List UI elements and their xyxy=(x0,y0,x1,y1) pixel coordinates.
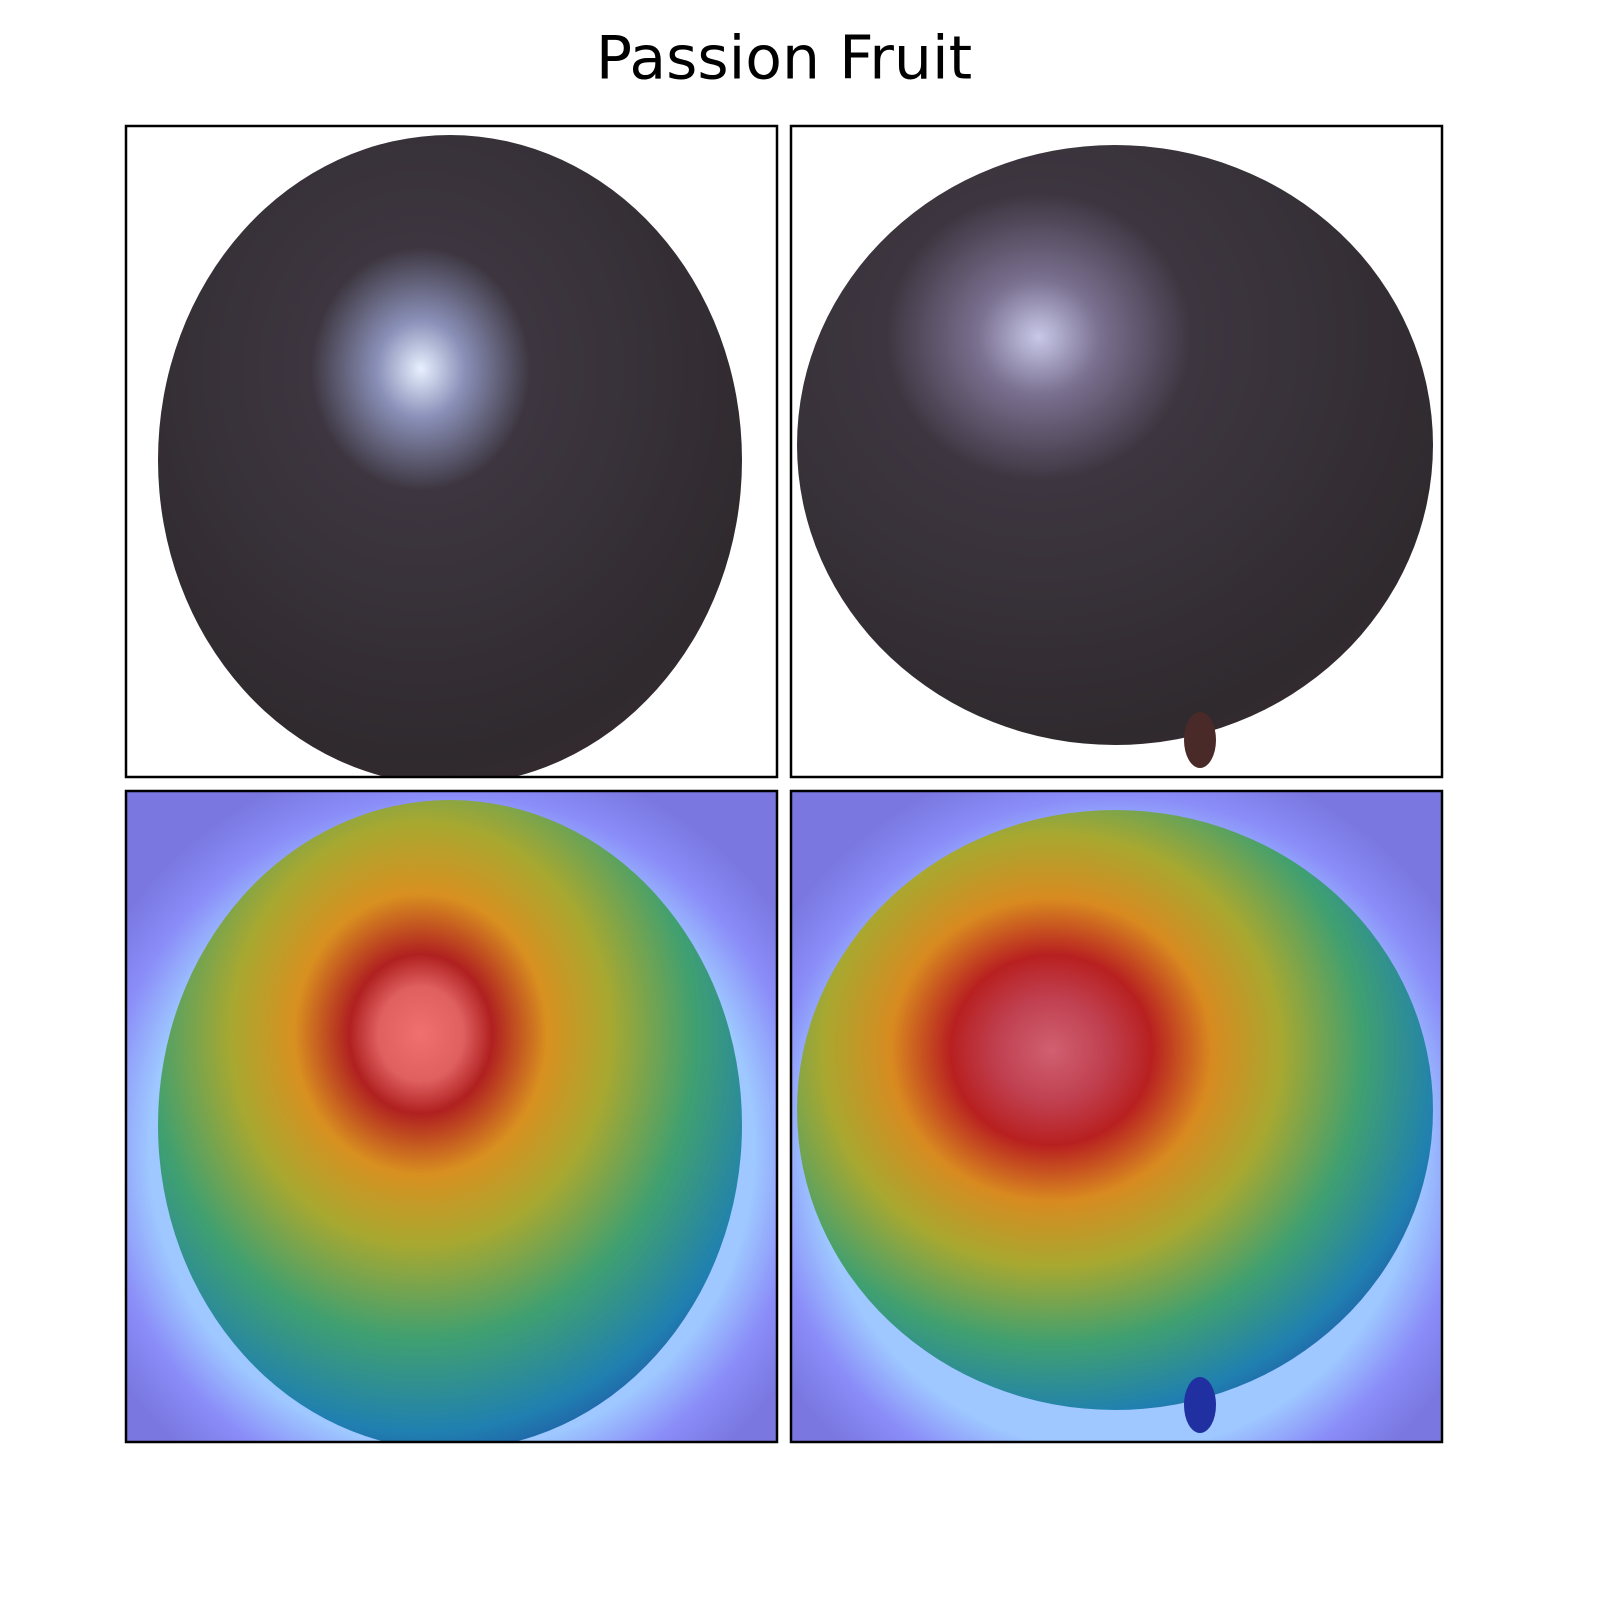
photo-2 xyxy=(792,127,1442,777)
heatmap-1 xyxy=(127,792,777,1442)
heatmap-2 xyxy=(792,792,1442,1442)
title: Passion Fruit xyxy=(596,24,972,94)
panel-frames xyxy=(124,124,1444,1444)
photo-1 xyxy=(127,127,777,777)
